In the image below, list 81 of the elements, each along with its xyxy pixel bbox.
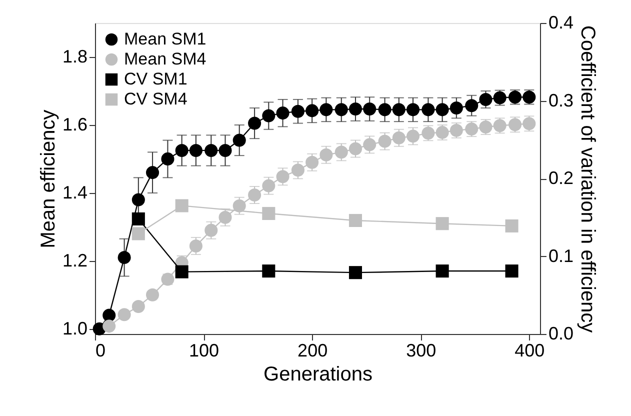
- point: [175, 144, 188, 157]
- x-axis-title: Generations: [264, 364, 372, 386]
- point: [348, 214, 362, 228]
- point: [218, 210, 232, 224]
- point: [392, 131, 406, 144]
- point: [406, 103, 420, 116]
- point: [232, 199, 246, 212]
- y2-tick-label: 0.4: [548, 12, 574, 32]
- point: [146, 288, 160, 302]
- legend-label: CV SM4: [124, 90, 188, 108]
- point: [132, 300, 145, 313]
- point: [218, 144, 232, 157]
- point: [102, 308, 116, 322]
- point: [262, 109, 276, 122]
- legend-label: Mean SM1: [124, 30, 206, 48]
- point: [334, 103, 348, 116]
- point: [118, 251, 131, 264]
- point: [189, 144, 202, 157]
- point: [320, 148, 333, 162]
- x-tick-label: 300: [406, 340, 436, 360]
- point: [248, 188, 262, 202]
- point: [132, 193, 145, 206]
- y2-tick-label: 0.1: [548, 246, 574, 266]
- point: [276, 170, 290, 184]
- point: [262, 264, 276, 278]
- point: [118, 308, 131, 322]
- y2-axis-title: Coefficient of variation in efficiency: [576, 25, 599, 333]
- point: [132, 227, 145, 240]
- point: [175, 199, 188, 212]
- x-tick-label: 400: [514, 340, 545, 360]
- point: [465, 99, 478, 112]
- point: [363, 102, 376, 116]
- point: [291, 164, 304, 177]
- legend-label: Mean SM4: [124, 50, 206, 68]
- y-tick-label: 1.6: [62, 114, 88, 134]
- point: [204, 144, 218, 157]
- point: [348, 102, 362, 116]
- y2-tick-label: 0.2: [548, 168, 574, 188]
- point: [132, 212, 145, 226]
- point: [378, 103, 392, 116]
- point: [363, 138, 376, 152]
- legend-label: CV SM1: [124, 70, 188, 88]
- point: [505, 264, 518, 278]
- y-tick-label: 1.0: [62, 318, 88, 338]
- point: [406, 130, 420, 143]
- point: [262, 206, 276, 220]
- point: [392, 103, 406, 116]
- x-tick-label: 100: [189, 340, 220, 360]
- y-axis-title: Mean efficiency: [37, 110, 60, 248]
- y-tick-label: 1.8: [62, 46, 88, 66]
- point: [378, 134, 392, 148]
- point: [291, 104, 304, 118]
- point: [306, 156, 319, 169]
- point: [248, 116, 262, 130]
- point: [276, 106, 290, 120]
- point: [161, 152, 174, 166]
- x-tick-label: 0: [96, 340, 106, 360]
- point: [505, 219, 518, 232]
- point: [102, 320, 116, 333]
- point: [479, 92, 492, 106]
- point: [348, 142, 362, 156]
- y-tick-label: 1.4: [62, 182, 88, 202]
- point: [436, 264, 449, 278]
- x-tick-label: 200: [298, 340, 328, 360]
- point: [146, 166, 160, 180]
- point: [436, 217, 449, 230]
- point: [320, 103, 333, 116]
- point: [422, 103, 435, 116]
- y2-tick-label: 0.3: [548, 90, 574, 110]
- point: [436, 103, 449, 116]
- point: [348, 266, 362, 280]
- point: [334, 146, 348, 159]
- point: [189, 239, 202, 252]
- point: [450, 101, 463, 114]
- point: [204, 224, 218, 237]
- point: [306, 104, 319, 118]
- point: [175, 265, 188, 278]
- point: [232, 134, 246, 147]
- y2-tick-label: 0.0: [548, 324, 574, 344]
- point: [262, 179, 276, 192]
- y-tick-label: 1.2: [62, 250, 88, 270]
